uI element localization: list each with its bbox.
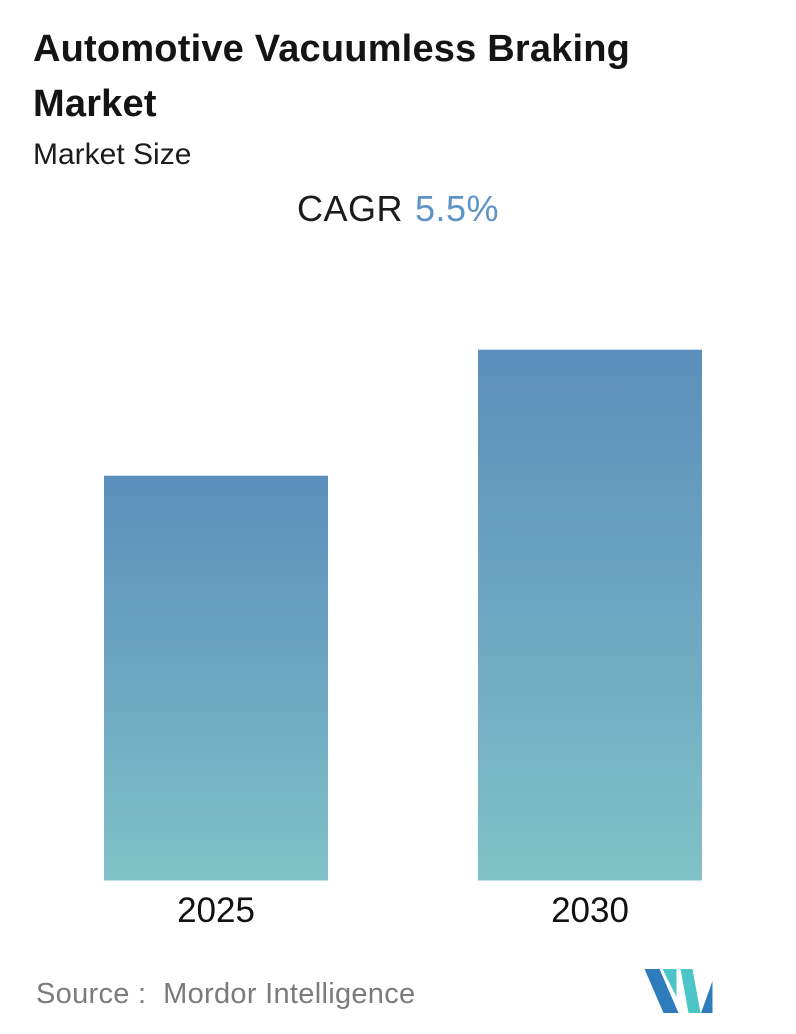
source-label: Source : (36, 978, 147, 1010)
source-attribution: Source : Mordor Intelligence (36, 978, 415, 1011)
logo-middle-teal-triangle (662, 969, 677, 997)
cagr-annotation: CAGR 5.5% (0, 188, 796, 230)
bar-2030 (478, 349, 702, 881)
logo-right-blue-triangle (701, 981, 713, 1013)
x-tick-label-2025: 2025 (177, 891, 255, 930)
cagr-value: 5.5% (414, 188, 500, 229)
source-value: Mordor Intelligence (163, 978, 416, 1010)
chart-title: Automotive Vacuumless Braking Market (33, 28, 631, 125)
mordor-intelligence-logo-icon (644, 969, 713, 1013)
x-tick-label-2030: 2030 (551, 891, 629, 930)
bar-2025 (104, 475, 328, 881)
bar-2030-rect (478, 349, 702, 881)
bar-2025-rect (104, 475, 328, 881)
logo-right-teal-band (680, 969, 701, 1013)
cagr-label: CAGR (296, 188, 403, 229)
chart-subtitle: Market Size (33, 138, 192, 171)
logo-left-blue-band (644, 969, 679, 1013)
